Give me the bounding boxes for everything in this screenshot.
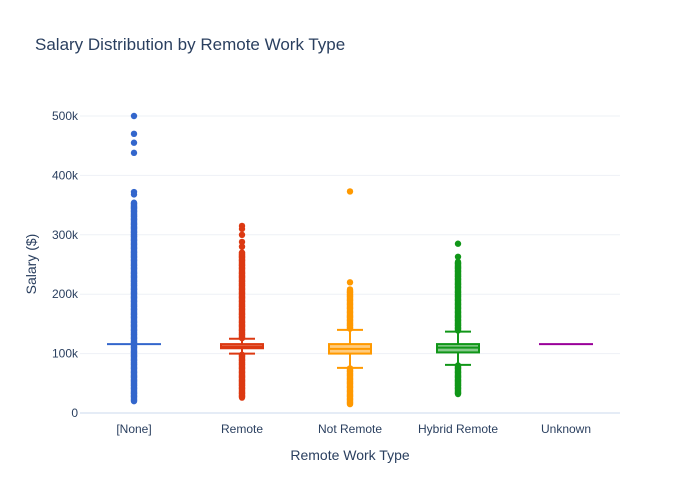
y-tick-label: 300k xyxy=(52,228,79,242)
outlier-point xyxy=(130,139,138,146)
x-tick-label: Unknown xyxy=(541,422,591,436)
outlier-point xyxy=(130,130,138,138)
x-tick-label: [None] xyxy=(116,422,151,436)
outlier-point xyxy=(238,231,246,238)
y-tick-label: 100k xyxy=(52,347,79,361)
outlier-point xyxy=(130,149,138,157)
chart-title: Salary Distribution by Remote Work Type xyxy=(35,35,345,54)
outlier-point xyxy=(454,253,462,260)
outlier-point xyxy=(130,199,138,206)
y-tick-label: 400k xyxy=(52,168,79,182)
box-group xyxy=(328,188,372,408)
outlier-point xyxy=(346,286,354,293)
y-tick-labels: 0 100k 200k 300k 400k 500k xyxy=(52,109,79,420)
y-tick-label: 500k xyxy=(52,109,79,123)
outlier-point xyxy=(454,240,462,247)
x-axis-title: Remote Work Type xyxy=(290,447,410,463)
x-tick-label: Not Remote xyxy=(318,422,382,436)
y-tick-label: 0 xyxy=(71,406,78,420)
outlier-point xyxy=(454,258,462,266)
outlier-point xyxy=(346,279,354,286)
y-tick-label: 200k xyxy=(52,287,79,301)
box-group xyxy=(107,112,161,405)
outlier-point xyxy=(130,191,138,198)
box-group xyxy=(220,222,264,401)
x-tick-labels: [None] Remote Not Remote Hybrid Remote Unkno… xyxy=(116,422,591,436)
box-plots xyxy=(107,112,593,408)
outlier-point xyxy=(238,249,246,256)
box-group xyxy=(436,240,480,398)
x-tick-label: Remote xyxy=(221,422,263,436)
outlier-point xyxy=(238,243,246,250)
x-tick-label: Hybrid Remote xyxy=(418,422,498,436)
outlier-point xyxy=(238,225,246,233)
outlier-point xyxy=(130,112,138,120)
outlier-point xyxy=(346,188,354,195)
y-axis-title: Salary ($) xyxy=(23,234,39,295)
outlier-point xyxy=(238,238,246,246)
